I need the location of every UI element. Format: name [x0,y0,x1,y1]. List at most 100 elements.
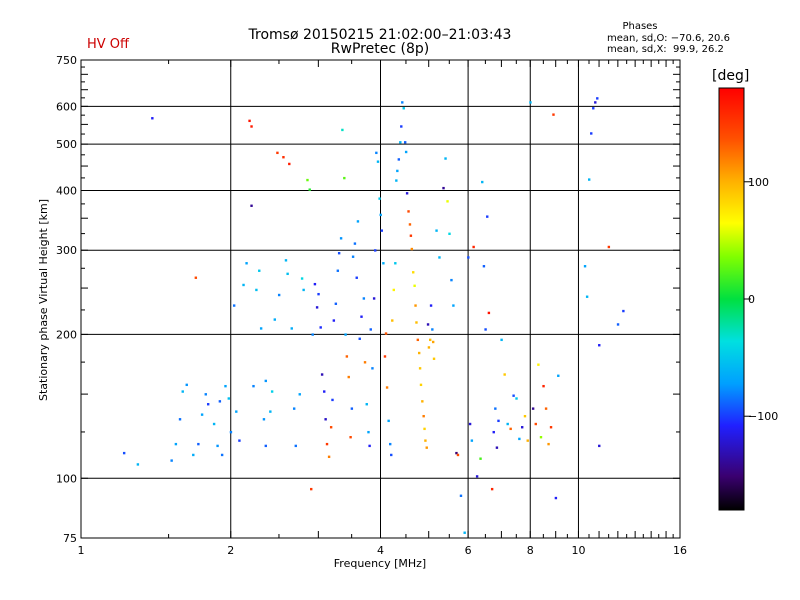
data-point [531,407,535,410]
data-point [336,269,340,272]
data-point [432,357,436,360]
data-point [341,128,344,132]
data-point [622,309,625,313]
data-point [399,141,402,144]
data-point [431,340,435,344]
data-point [412,271,415,274]
data-point [315,306,319,309]
data-point [587,178,591,181]
data-point [151,117,154,120]
data-point [490,487,494,491]
data-point [292,407,296,410]
data-point [402,107,405,110]
data-point [324,418,327,421]
data-point [486,215,489,218]
data-point [405,192,409,195]
data-point [264,379,267,383]
data-point [258,269,261,272]
data-point [252,384,255,388]
data-point [367,430,370,434]
data-point [598,344,601,347]
data-point [422,414,425,418]
data-point [526,439,529,442]
data-point [204,393,207,396]
colorbar-unit-label: [deg] [712,68,750,84]
data-point [616,323,620,326]
data-point [482,265,486,268]
y-tick-label: 600 [56,100,77,113]
data-point [435,229,438,232]
data-point [270,390,274,393]
data-point [300,277,304,280]
data-point [598,444,601,448]
data-point [331,398,334,402]
data-point [374,249,377,252]
chart-subtitle: RwPretec (8p) [330,41,430,57]
data-point [506,422,509,426]
data-point [371,367,374,370]
data-point [337,252,341,255]
data-point [414,304,417,307]
data-point [456,453,460,457]
data-point [212,422,216,426]
data-point [557,374,560,377]
data-point [418,367,422,370]
data-point [313,282,317,286]
data-point [250,125,253,128]
x-tick-label: 1 [78,544,85,557]
data-point [216,444,219,448]
data-point [350,407,354,410]
data-point [229,430,233,434]
data-point [218,400,222,403]
data-point [438,256,441,259]
data-point [136,463,140,466]
data-point [431,328,434,331]
data-point [549,426,553,429]
data-point [429,304,433,307]
data-point [468,422,472,426]
data-point [276,151,279,155]
data-point [273,318,276,321]
data-point [547,442,550,446]
y-tick-label: 500 [56,138,77,151]
data-point [375,151,378,155]
data-point [607,245,611,249]
data-point [224,384,227,388]
y-tick-label: 300 [56,244,77,257]
data-point [345,355,349,358]
data-point [446,200,449,203]
data-point [347,375,350,379]
data-point [286,272,289,276]
data-point [282,156,285,159]
data-point [332,319,336,322]
data-point [389,442,392,446]
data-point [448,232,451,235]
x-tick-label: 8 [527,544,534,557]
data-point [585,295,589,298]
data-point [368,444,371,448]
data-point [284,259,288,262]
data-point [376,160,380,163]
data-point [515,397,518,400]
data-point [320,373,324,376]
data-point [380,229,383,232]
data-point [594,101,597,104]
data-point [596,97,599,100]
data-point [391,319,394,322]
data-point [396,169,399,173]
y-axis-label: Stationary phase Virtual Height [km] [37,199,50,401]
data-point [470,439,474,442]
data-point [479,457,482,460]
data-point [200,413,204,416]
data-point [500,338,503,342]
data-point [487,311,491,315]
data-point [220,453,224,457]
data-point [492,430,495,434]
data-point [503,373,506,376]
colorbar-tick-label: −100 [748,410,778,423]
data-point [310,487,313,491]
data-point [362,297,366,300]
data-point [415,321,418,324]
data-point [306,178,309,182]
data-point [463,531,466,534]
